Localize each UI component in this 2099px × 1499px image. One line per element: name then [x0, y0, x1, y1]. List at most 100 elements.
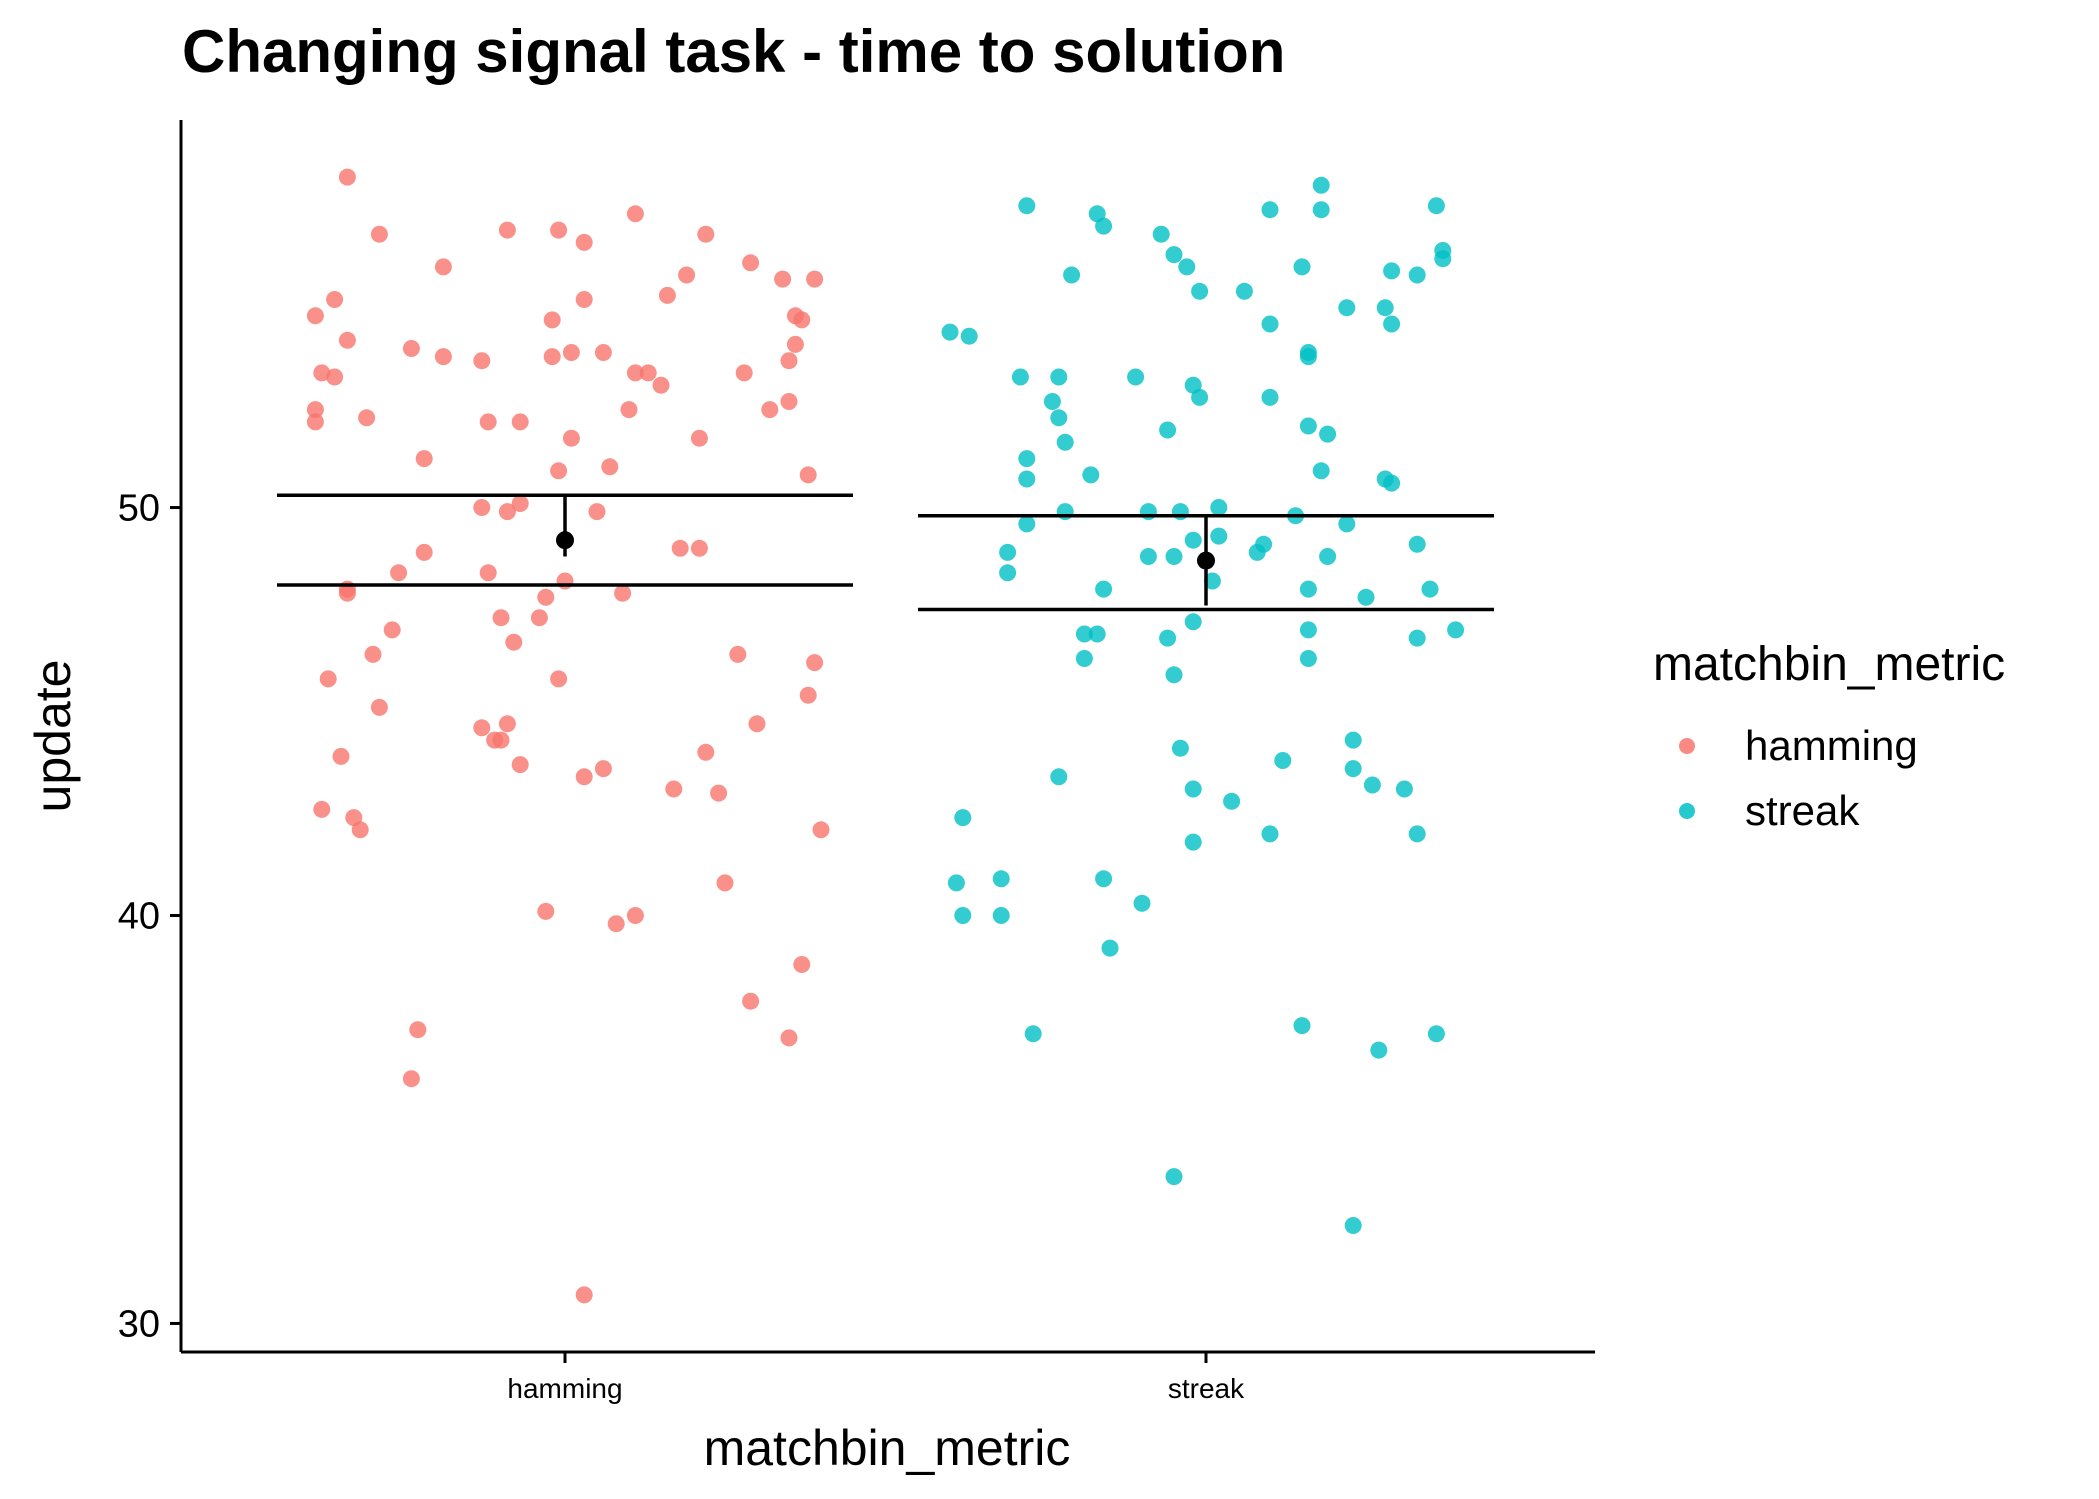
point-hamming	[671, 539, 689, 557]
x-axis-title: matchbin_metric	[704, 1420, 1071, 1476]
point-hamming	[332, 747, 350, 765]
point-hamming	[313, 800, 331, 818]
point-hamming	[313, 364, 331, 382]
point-streak	[1018, 470, 1036, 488]
point-streak	[1159, 629, 1177, 647]
point-hamming	[473, 719, 491, 737]
point-streak	[1056, 433, 1074, 451]
point-hamming	[543, 348, 561, 366]
point-hamming	[402, 340, 420, 357]
point-streak	[1383, 315, 1401, 333]
point-hamming	[690, 429, 708, 447]
point-hamming	[665, 780, 683, 798]
summary-bars	[277, 493, 1494, 612]
point-streak	[1255, 535, 1273, 553]
point-streak	[999, 564, 1017, 582]
point-streak	[1152, 225, 1170, 243]
point-hamming	[658, 286, 676, 304]
point-streak	[1075, 625, 1093, 643]
point-hamming	[511, 413, 529, 431]
point-hamming	[473, 352, 491, 370]
point-hamming	[511, 495, 529, 512]
point-hamming	[774, 270, 792, 288]
point-streak	[1319, 548, 1337, 565]
legend: matchbin_metric hamming streak	[1653, 638, 2005, 834]
point-streak	[1395, 780, 1413, 798]
point-streak	[1210, 499, 1228, 516]
point-hamming	[562, 344, 580, 361]
legend-title: matchbin_metric	[1653, 638, 2005, 691]
point-hamming	[364, 645, 382, 663]
point-streak	[1184, 833, 1202, 851]
point-hamming	[793, 956, 811, 973]
point-hamming	[652, 376, 670, 394]
point-streak	[1383, 262, 1401, 280]
point-hamming	[639, 364, 657, 382]
point-hamming	[409, 1021, 427, 1039]
point-streak	[1095, 580, 1113, 598]
point-streak	[1447, 621, 1465, 639]
point-hamming	[575, 233, 593, 251]
point-streak	[1210, 527, 1228, 545]
point-streak	[1299, 348, 1317, 366]
point-streak	[1191, 282, 1209, 300]
point-hamming	[338, 168, 356, 186]
point-hamming	[780, 393, 798, 410]
point-hamming	[479, 564, 497, 582]
point-hamming	[492, 609, 510, 627]
point-hamming	[319, 670, 337, 688]
point-streak	[1133, 894, 1151, 912]
point-streak	[1344, 760, 1362, 778]
point-hamming	[601, 458, 619, 476]
point-hamming	[780, 1029, 798, 1047]
point-streak	[1408, 266, 1426, 284]
point-streak	[1312, 201, 1330, 219]
point-hamming	[626, 907, 644, 924]
point-streak	[992, 870, 1010, 888]
point-streak	[1338, 299, 1356, 317]
point-hamming	[351, 821, 369, 839]
legend-label-streak: streak	[1745, 787, 1860, 834]
point-streak	[1082, 466, 1100, 484]
point-streak	[1261, 825, 1279, 843]
point-hamming	[562, 429, 580, 447]
point-hamming	[588, 503, 606, 521]
point-streak	[1095, 217, 1113, 235]
point-streak	[1338, 515, 1356, 533]
point-streak	[1011, 368, 1029, 386]
point-hamming	[402, 1070, 420, 1088]
point-hamming	[415, 450, 433, 468]
point-hamming	[415, 543, 433, 561]
point-streak	[1056, 503, 1074, 521]
legend-key-streak	[1679, 803, 1695, 819]
point-hamming	[614, 584, 632, 602]
point-hamming	[326, 368, 344, 386]
point-hamming	[434, 348, 452, 366]
point-hamming	[735, 364, 753, 382]
point-streak	[1184, 613, 1202, 631]
point-streak	[1299, 580, 1317, 598]
point-streak	[1261, 388, 1279, 406]
point-streak	[1434, 250, 1452, 268]
point-hamming	[742, 254, 760, 272]
point-hamming	[383, 621, 401, 639]
y-tick-label: 50	[118, 488, 160, 530]
point-streak	[1235, 282, 1253, 300]
point-streak	[1043, 393, 1061, 410]
point-streak	[1165, 548, 1183, 565]
point-streak	[1139, 548, 1157, 565]
point-hamming	[338, 331, 356, 349]
point-streak	[941, 323, 959, 341]
point-hamming	[306, 401, 324, 419]
point-hamming	[780, 352, 798, 370]
point-streak	[1024, 1025, 1042, 1043]
point-hamming	[370, 225, 388, 243]
point-hamming	[607, 915, 625, 933]
point-hamming	[697, 225, 715, 243]
point-streak	[1261, 201, 1279, 219]
point-hamming	[710, 784, 728, 802]
point-hamming	[575, 768, 593, 786]
chart-title: Changing signal task - time to solution	[182, 18, 1285, 85]
point-hamming	[338, 584, 356, 602]
